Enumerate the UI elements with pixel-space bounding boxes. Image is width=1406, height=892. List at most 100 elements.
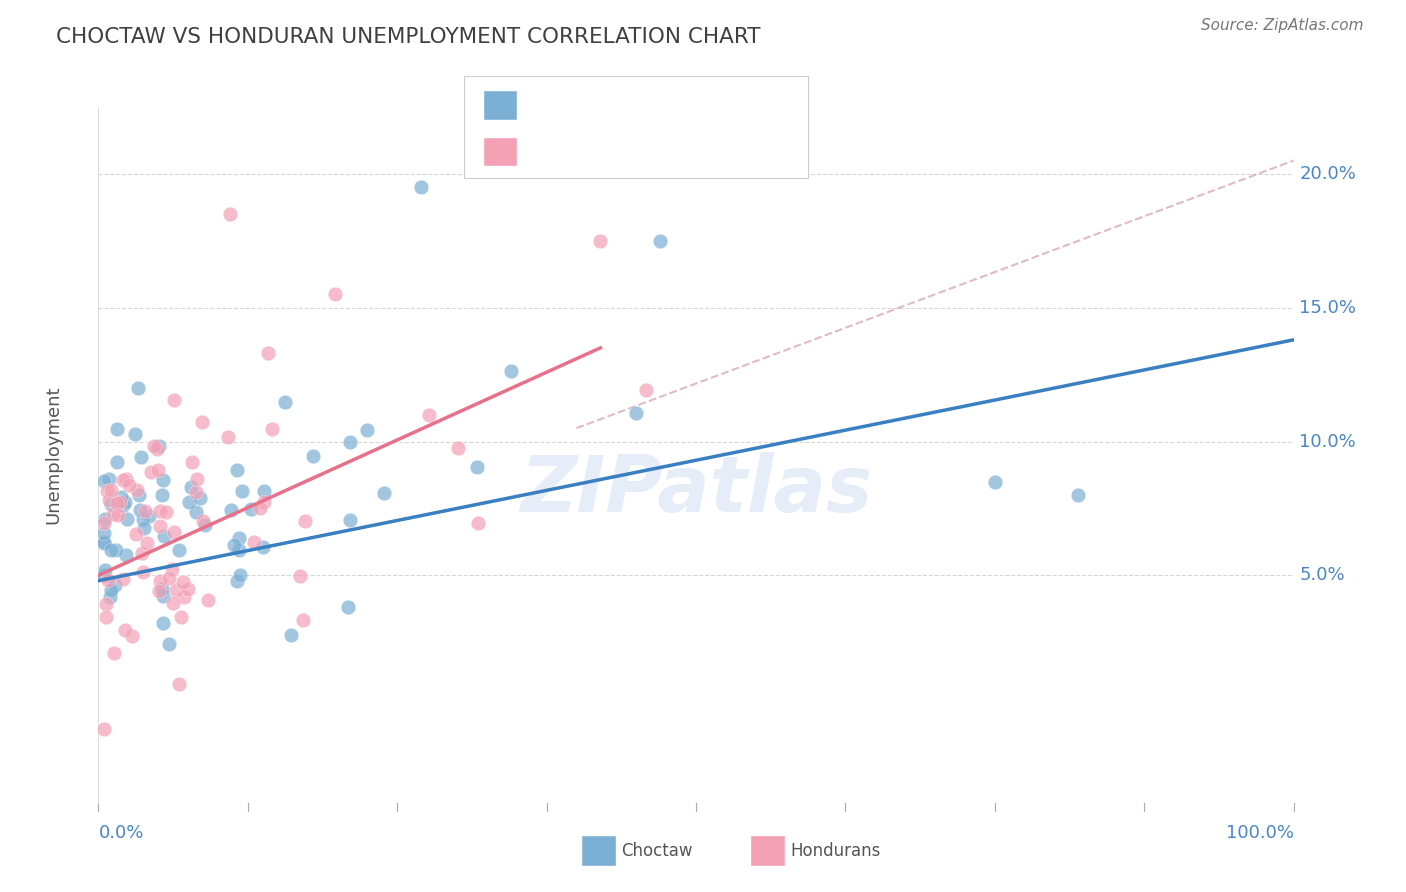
Point — [149, 504, 172, 518]
Point — [411, 180, 433, 194]
Point — [103, 646, 125, 660]
Point — [148, 584, 170, 599]
Point — [197, 593, 219, 607]
Text: 0.0%: 0.0% — [98, 824, 143, 842]
Text: 69: 69 — [682, 96, 706, 114]
Point — [100, 542, 122, 557]
Point — [179, 495, 201, 509]
Text: Source: ZipAtlas.com: Source: ZipAtlas.com — [1201, 18, 1364, 33]
Point — [228, 543, 250, 558]
Text: 10.0%: 10.0% — [1299, 433, 1357, 450]
Point — [280, 628, 302, 642]
Point — [169, 677, 191, 691]
Point — [105, 455, 128, 469]
Point — [131, 546, 153, 560]
Point — [110, 494, 132, 508]
Point — [249, 500, 271, 515]
Point — [125, 527, 148, 541]
Point — [93, 723, 115, 737]
Point — [129, 503, 152, 517]
Point — [162, 596, 184, 610]
Point — [152, 473, 174, 487]
Point — [465, 460, 488, 475]
Point — [125, 483, 148, 498]
Point — [163, 393, 186, 408]
Point — [132, 512, 155, 526]
Point — [94, 597, 117, 611]
Point — [93, 535, 115, 549]
Point — [225, 574, 247, 588]
Point — [217, 430, 239, 444]
Point — [194, 517, 217, 532]
Text: Unemployment: Unemployment — [44, 385, 62, 524]
Text: CHOCTAW VS HONDURAN UNEMPLOYMENT CORRELATION CHART: CHOCTAW VS HONDURAN UNEMPLOYMENT CORRELA… — [56, 27, 761, 46]
Point — [132, 565, 155, 579]
Point — [107, 508, 129, 522]
Point — [418, 408, 440, 422]
Point — [93, 512, 115, 526]
Point — [231, 484, 253, 499]
Point — [97, 574, 120, 588]
Point — [984, 475, 1007, 489]
Point — [191, 415, 214, 429]
Point — [112, 498, 135, 512]
Point — [224, 538, 246, 552]
Point — [177, 582, 200, 596]
Point — [302, 449, 325, 463]
Point — [152, 529, 174, 543]
Point — [163, 525, 186, 540]
Point — [239, 502, 262, 516]
Point — [107, 496, 129, 510]
Text: 0.421: 0.421 — [569, 96, 624, 114]
Point — [93, 526, 115, 541]
Point — [110, 490, 132, 504]
Text: 15.0%: 15.0% — [1299, 299, 1357, 317]
Point — [121, 629, 143, 643]
Point — [136, 535, 159, 549]
Point — [219, 207, 242, 221]
Point — [149, 574, 172, 589]
Point — [186, 472, 208, 486]
Point — [127, 381, 149, 395]
Point — [105, 543, 128, 558]
Point — [150, 582, 173, 597]
Point — [294, 514, 316, 528]
Point — [96, 484, 118, 499]
Point — [124, 427, 146, 442]
Point — [260, 422, 283, 436]
Point — [157, 571, 180, 585]
Point — [257, 346, 280, 360]
Point — [152, 616, 174, 631]
Point — [373, 486, 395, 500]
Point — [93, 516, 115, 530]
Text: N =: N = — [633, 96, 682, 114]
Point — [219, 502, 242, 516]
Point — [180, 455, 202, 469]
Point — [170, 609, 193, 624]
Point — [148, 439, 170, 453]
Text: R =: R = — [527, 143, 565, 161]
Point — [100, 497, 122, 511]
Point — [446, 441, 468, 455]
Point — [624, 406, 647, 420]
Point — [111, 473, 134, 487]
Point — [186, 506, 208, 520]
Point — [104, 578, 127, 592]
Point — [191, 514, 214, 528]
Point — [253, 483, 276, 498]
Text: R =: R = — [527, 96, 565, 114]
Point — [229, 568, 252, 582]
Text: 20.0%: 20.0% — [1299, 165, 1357, 183]
Point — [499, 364, 522, 378]
Point — [146, 442, 169, 457]
Point — [356, 424, 378, 438]
Point — [252, 540, 274, 554]
Text: 0.450: 0.450 — [569, 143, 624, 161]
Point — [100, 483, 122, 497]
Text: ZIPatlas: ZIPatlas — [520, 451, 872, 528]
Text: 100.0%: 100.0% — [1226, 824, 1294, 842]
Point — [190, 491, 212, 505]
Point — [118, 478, 141, 492]
Text: 5.0%: 5.0% — [1299, 566, 1346, 584]
Point — [228, 531, 250, 545]
